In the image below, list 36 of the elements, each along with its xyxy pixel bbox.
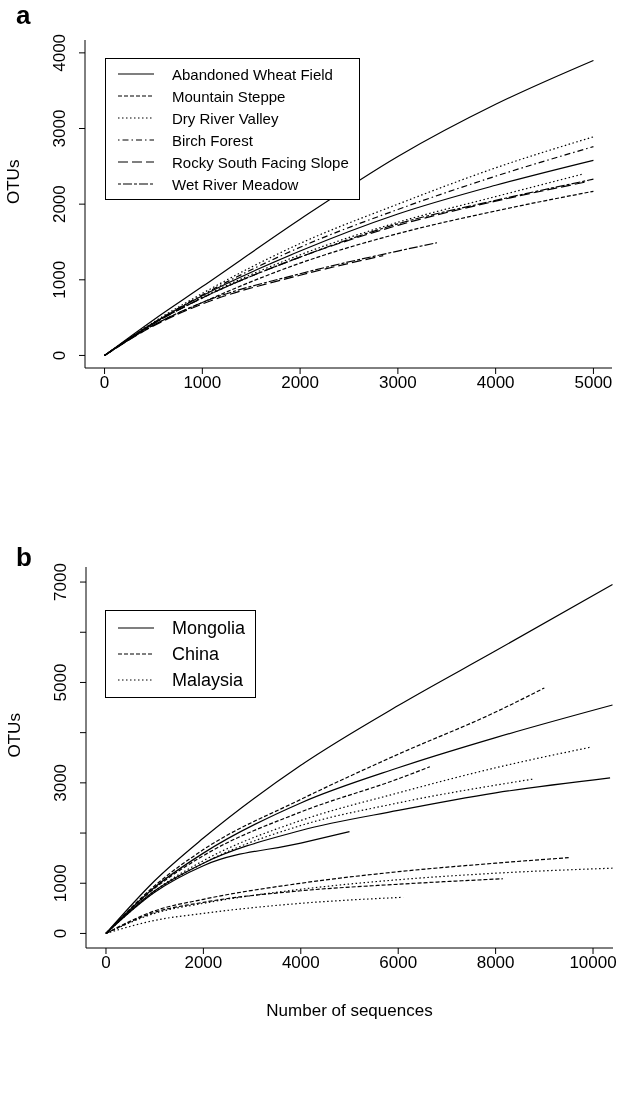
x-tick-label: 6000: [379, 953, 418, 973]
x-tick-label: 0: [101, 953, 111, 973]
x-tick-label: 4000: [281, 953, 320, 973]
x-tick-label: 2000: [184, 953, 223, 973]
legend-label: Rocky South Facing Slope: [172, 153, 349, 171]
y-tick-label: 0: [50, 350, 69, 361]
legend-label: Abandoned Wheat Field: [172, 65, 333, 83]
x-tick-label: 3000: [378, 373, 417, 393]
legend-label: China: [172, 643, 220, 665]
y-axis-title: OTUs: [5, 713, 25, 758]
legend-label: Dry River Valley: [172, 109, 279, 127]
legend-label: Malaysia: [172, 669, 244, 691]
x-tick-label: 1000: [183, 373, 222, 393]
y-tick-label: 0: [51, 928, 70, 939]
legend-label: Wet River Meadow: [172, 175, 299, 193]
chart-title: a: [16, 0, 31, 31]
y-tick-label: 5000: [51, 663, 70, 702]
x-tick-label: 2000: [281, 373, 320, 393]
x-tick-label: 4000: [476, 373, 515, 393]
y-tick-label: 4000: [50, 33, 69, 72]
legend-label: Birch Forest: [172, 131, 253, 149]
x-tick-label: 8000: [476, 953, 515, 973]
y-tick-label: 1000: [51, 864, 70, 903]
y-tick-label: 7000: [51, 563, 70, 601]
y-tick-label: 1000: [50, 260, 69, 299]
legend-label: Mongolia: [172, 617, 246, 639]
y-axis-title: OTUs: [4, 159, 24, 204]
y-tick-label: 2000: [50, 185, 69, 224]
y-tick-label: 3000: [50, 109, 69, 148]
x-axis-title: Number of sequences: [266, 1001, 433, 1020]
y-tick-label: 3000: [51, 763, 70, 802]
chart-title: b: [16, 542, 32, 573]
legend-label: Mountain Steppe: [172, 87, 286, 105]
x-tick-label: 5000: [574, 373, 613, 393]
x-tick-label: 0: [99, 373, 110, 393]
x-tick-label: 10000: [569, 953, 617, 973]
